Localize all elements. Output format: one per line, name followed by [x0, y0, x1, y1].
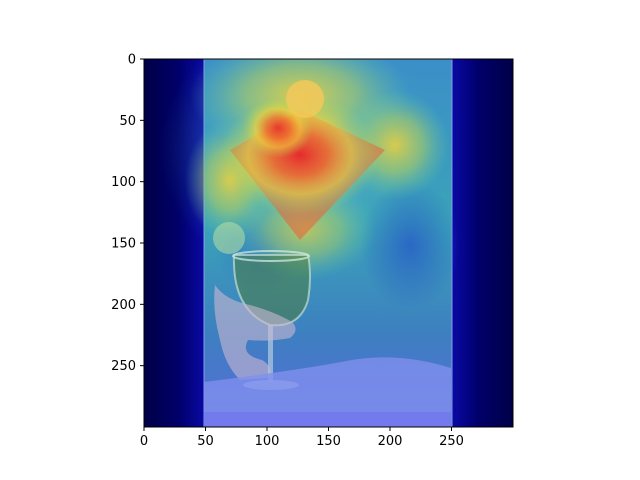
x-axis: 0 50 100 150 200 250 — [140, 427, 464, 449]
x-tick-label: 50 — [197, 434, 214, 449]
y-tick-label: 0 — [128, 53, 136, 68]
y-tick-label: 250 — [111, 359, 136, 374]
hand — [214, 285, 296, 380]
y-tick-label: 200 — [111, 298, 136, 313]
y-tick-label: 50 — [119, 114, 136, 129]
right-band — [451, 59, 513, 427]
x-tick-label: 250 — [439, 434, 464, 449]
heatmap-image — [144, 59, 513, 427]
y-tick-label: 150 — [111, 237, 136, 252]
bright-spot — [286, 80, 324, 118]
x-tick-label: 200 — [378, 434, 403, 449]
y-tick-label: 100 — [111, 175, 136, 190]
x-tick-label: 100 — [255, 434, 280, 449]
blue-patch — [360, 180, 460, 310]
tablecloth — [204, 357, 451, 427]
x-tick-label: 0 — [140, 434, 148, 449]
y-axis: 0 50 100 150 200 250 — [111, 53, 144, 374]
x-tick-label: 150 — [316, 434, 341, 449]
